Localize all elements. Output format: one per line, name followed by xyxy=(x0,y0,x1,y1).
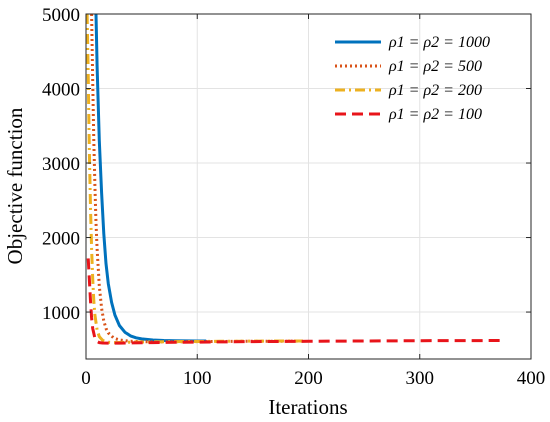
legend-label-1: ρ1 = ρ2 = 1000 xyxy=(388,34,490,51)
legend: ρ1 = ρ2 = 1000 ρ1 = ρ2 = 500 ρ1 = ρ2 = 200… xyxy=(335,34,490,123)
y-tick-label: 2000 xyxy=(42,229,80,250)
y-tick-label: 1000 xyxy=(42,303,80,324)
x-tick-label: 0 xyxy=(81,368,91,389)
y-tick-label: 5000 xyxy=(42,5,80,26)
x-axis-label: Iterations xyxy=(268,395,347,419)
series-line-4 xyxy=(86,258,504,345)
legend-label-4: ρ1 = ρ2 = 100 xyxy=(388,106,482,123)
tick-labels: 0 100 200 300 400 1000 2000 3000 4000 5000 xyxy=(42,5,545,389)
y-tick-label: 3000 xyxy=(42,154,80,175)
y-tick-label: 4000 xyxy=(42,80,80,101)
x-tick-label: 100 xyxy=(183,368,212,389)
y-axis-label: Objective function xyxy=(3,107,27,264)
legend-label-3: ρ1 = ρ2 = 200 xyxy=(388,82,482,99)
ticks xyxy=(85,13,532,359)
x-tick-label: 200 xyxy=(294,368,323,389)
x-tick-label: 400 xyxy=(517,368,546,389)
legend-label-2: ρ1 = ρ2 = 500 xyxy=(388,58,482,75)
x-tick-label: 300 xyxy=(406,368,435,389)
series-line-1 xyxy=(94,13,207,343)
plot-area xyxy=(85,13,532,360)
series-layer xyxy=(85,13,504,345)
